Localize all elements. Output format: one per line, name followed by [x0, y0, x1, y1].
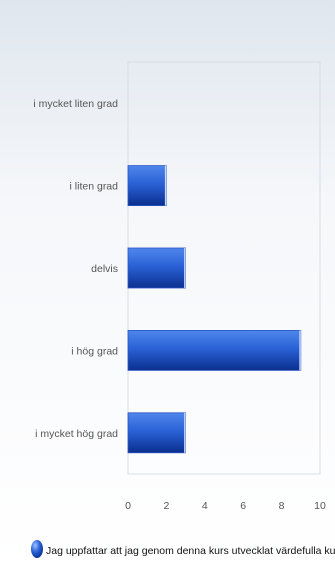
x-tick-label: 10	[314, 500, 326, 512]
bar-end-cap	[184, 248, 186, 288]
category-label: i mycket liten grad	[33, 98, 118, 110]
bar	[127, 165, 167, 207]
x-tick-label: 2	[163, 500, 169, 512]
bar	[127, 247, 186, 289]
bar	[127, 329, 302, 371]
legend-label: Jag uppfattar att jag genom denna kurs u…	[46, 545, 335, 557]
category-label: delvis	[91, 263, 118, 275]
legend-swatch	[31, 540, 43, 558]
x-tick-labels: 0 2 4 6 8 10	[125, 500, 326, 512]
category-label: i hög grad	[71, 345, 118, 357]
bars	[127, 165, 302, 454]
bar-end-cap	[299, 330, 301, 371]
bar-end-cap	[164, 165, 167, 206]
category-label: i mycket hög grad	[35, 428, 118, 440]
x-tick-label: 6	[240, 500, 246, 512]
bar-end-cap	[184, 412, 186, 453]
bar	[127, 412, 186, 454]
x-tick-label: 8	[279, 500, 285, 512]
legend: Jag uppfattar att jag genom denna kurs u…	[31, 540, 335, 558]
x-tick-label: 4	[202, 500, 208, 512]
category-labels: i mycket liten grad i liten grad delvis i h…	[33, 98, 118, 440]
category-label: i liten grad	[70, 181, 119, 193]
x-tick-label: 0	[125, 500, 131, 512]
